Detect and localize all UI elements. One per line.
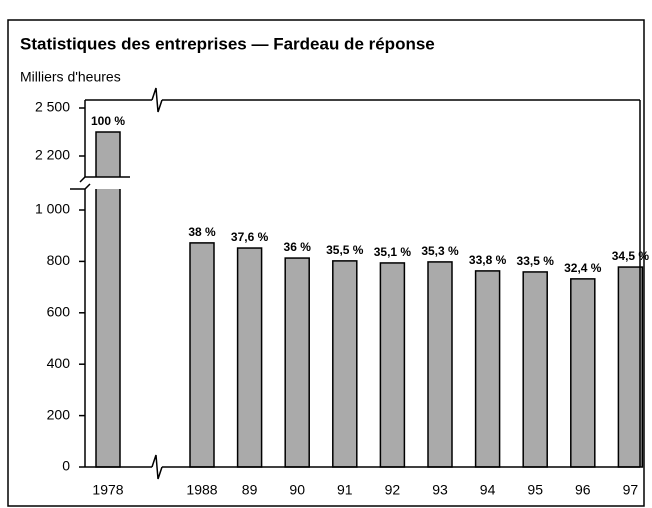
bar: [189, 242, 215, 468]
bar: [284, 257, 310, 468]
bar: [474, 270, 501, 468]
bar: [570, 278, 596, 468]
x-tick-label: 90: [289, 482, 305, 498]
chart-title: Statistiques des entreprises — Fardeau d…: [20, 34, 435, 53]
y-tick-label: 2 500: [35, 99, 70, 115]
bar-label: 38 %: [188, 225, 216, 239]
bar-label: 35,5 %: [326, 243, 364, 257]
bar: [379, 262, 406, 468]
y-tick-label: 0: [62, 458, 70, 474]
bar: [427, 261, 453, 468]
x-tick-label: 89: [242, 482, 258, 498]
x-tick-label: 97: [623, 482, 639, 498]
bar-label: 35,3 %: [421, 244, 459, 258]
axis-break: [151, 87, 163, 113]
bar: [236, 247, 263, 468]
bar-label: 33,8 %: [469, 253, 507, 267]
y-tick-label: 1 000: [35, 201, 70, 217]
x-tick-label: 1978: [92, 482, 123, 498]
x-tick-label: 1988: [186, 482, 217, 498]
bar-label: 33,5 %: [517, 254, 555, 268]
bar: [522, 271, 548, 468]
x-tick-label: 92: [385, 482, 401, 498]
bar-label: 100 %: [91, 114, 125, 128]
axis-break: [70, 183, 91, 190]
y-tick-label: 2 200: [35, 147, 70, 163]
x-tick-label: 96: [575, 482, 591, 498]
bar-label: 37,6 %: [231, 230, 269, 244]
bar: [332, 260, 358, 468]
y-tick-label: 400: [47, 355, 71, 371]
axis-break: [151, 454, 163, 480]
axis-break: [79, 176, 130, 183]
bar-label: 32,4 %: [564, 261, 602, 275]
frame: [7, 19, 645, 507]
bar: [617, 266, 644, 468]
x-tick-label: 94: [480, 482, 496, 498]
y-axis-label: Milliers d'heures: [20, 69, 121, 85]
bar-label: 35,1 %: [374, 245, 412, 259]
bar-label: 36 %: [284, 240, 312, 254]
x-tick-label: 91: [337, 482, 353, 498]
x-tick-label: 93: [432, 482, 448, 498]
y-tick-label: 600: [47, 304, 71, 320]
x-tick-label: 95: [527, 482, 543, 498]
axis-break: [70, 177, 130, 189]
bar-label: 34,5 %: [612, 249, 650, 263]
y-tick-label: 200: [47, 406, 71, 422]
y-tick-label: 800: [47, 252, 71, 268]
